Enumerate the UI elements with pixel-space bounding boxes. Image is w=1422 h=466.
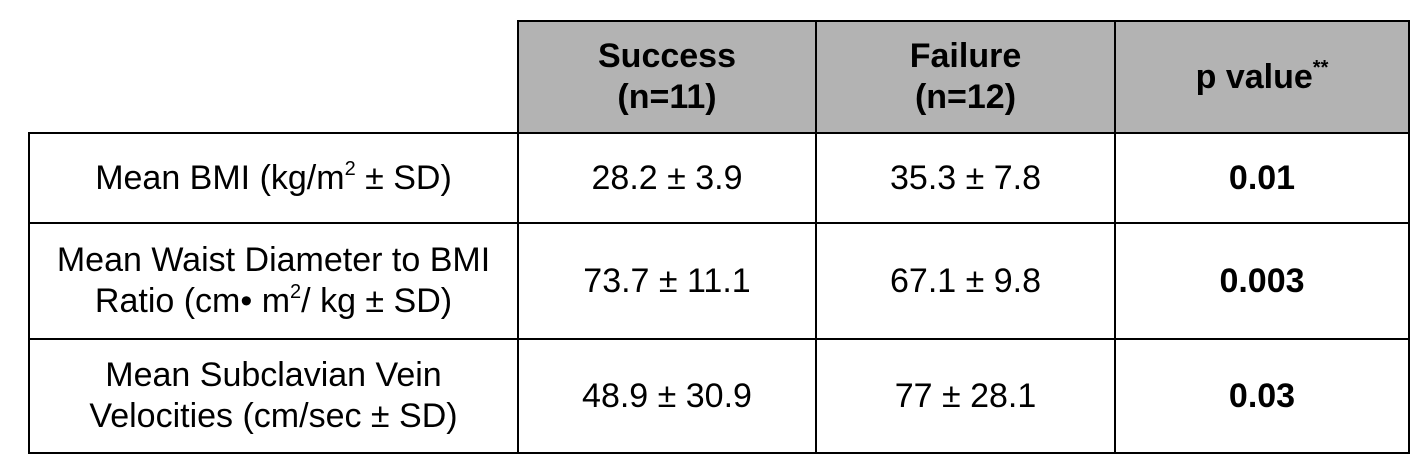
results-table: Success (n=11) Failure (n=12) p value** … bbox=[28, 20, 1410, 454]
header-p-value-footnote-mark: ** bbox=[1312, 56, 1329, 79]
header-success: Success (n=11) bbox=[517, 20, 817, 134]
success-value: 28.2 ± 3.9 bbox=[517, 132, 817, 224]
row-label-line2: Velocities (cm/sec ± SD) bbox=[89, 397, 458, 435]
header-failure-count: (n=12) bbox=[914, 78, 1017, 116]
header-success-label: Success bbox=[598, 37, 736, 75]
row-label-superscript: 2 bbox=[344, 157, 356, 180]
row-label-text: Mean BMI (kg/m bbox=[95, 158, 345, 197]
table-row: Mean Waist Diameter to BMI Ratio (cm• m2… bbox=[28, 222, 1410, 340]
p-value: 0.01 bbox=[1114, 132, 1410, 224]
success-value: 48.9 ± 30.9 bbox=[517, 338, 817, 454]
row-label-tail: ± SD) bbox=[355, 158, 452, 197]
header-success-count: (n=11) bbox=[617, 78, 717, 116]
row-label-waist-bmi-ratio: Mean Waist Diameter to BMI Ratio (cm• m2… bbox=[28, 222, 519, 340]
success-value: 73.7 ± 11.1 bbox=[517, 222, 817, 340]
table-row: Mean Subclavian Vein Velocities (cm/sec … bbox=[28, 338, 1410, 454]
row-label-line1: Mean Subclavian Vein bbox=[105, 356, 442, 394]
failure-value: 67.1 ± 9.8 bbox=[815, 222, 1116, 340]
row-label-line2: Ratio (cm• m2/ kg ± SD) bbox=[36, 281, 511, 322]
p-value: 0.003 bbox=[1114, 222, 1410, 340]
header-empty-cell bbox=[29, 21, 519, 134]
header-failure-label: Failure bbox=[909, 37, 1022, 75]
failure-value: 77 ± 28.1 bbox=[815, 338, 1116, 454]
row-label-bmi: Mean BMI (kg/m2 ± SD) bbox=[28, 132, 519, 224]
table-row: Mean BMI (kg/m2 ± SD) 28.2 ± 3.9 35.3 ± … bbox=[28, 132, 1410, 224]
row-label-line2-tail: / kg ± SD) bbox=[301, 282, 453, 320]
header-failure: Failure (n=12) bbox=[815, 20, 1116, 134]
row-label-superscript: 2 bbox=[290, 281, 302, 303]
header-p-value: p value** bbox=[1114, 20, 1410, 134]
row-label-line2-text: Ratio (cm• m bbox=[94, 282, 291, 320]
header-row: Success (n=11) Failure (n=12) p value** bbox=[29, 20, 1410, 134]
row-label-line1: Mean Waist Diameter to BMI bbox=[56, 241, 491, 279]
failure-value: 35.3 ± 7.8 bbox=[815, 132, 1116, 224]
row-label-subclavian-velocity: Mean Subclavian Vein Velocities (cm/sec … bbox=[28, 338, 519, 454]
p-value: 0.03 bbox=[1114, 338, 1410, 454]
header-p-value-label: p value bbox=[1195, 57, 1313, 96]
